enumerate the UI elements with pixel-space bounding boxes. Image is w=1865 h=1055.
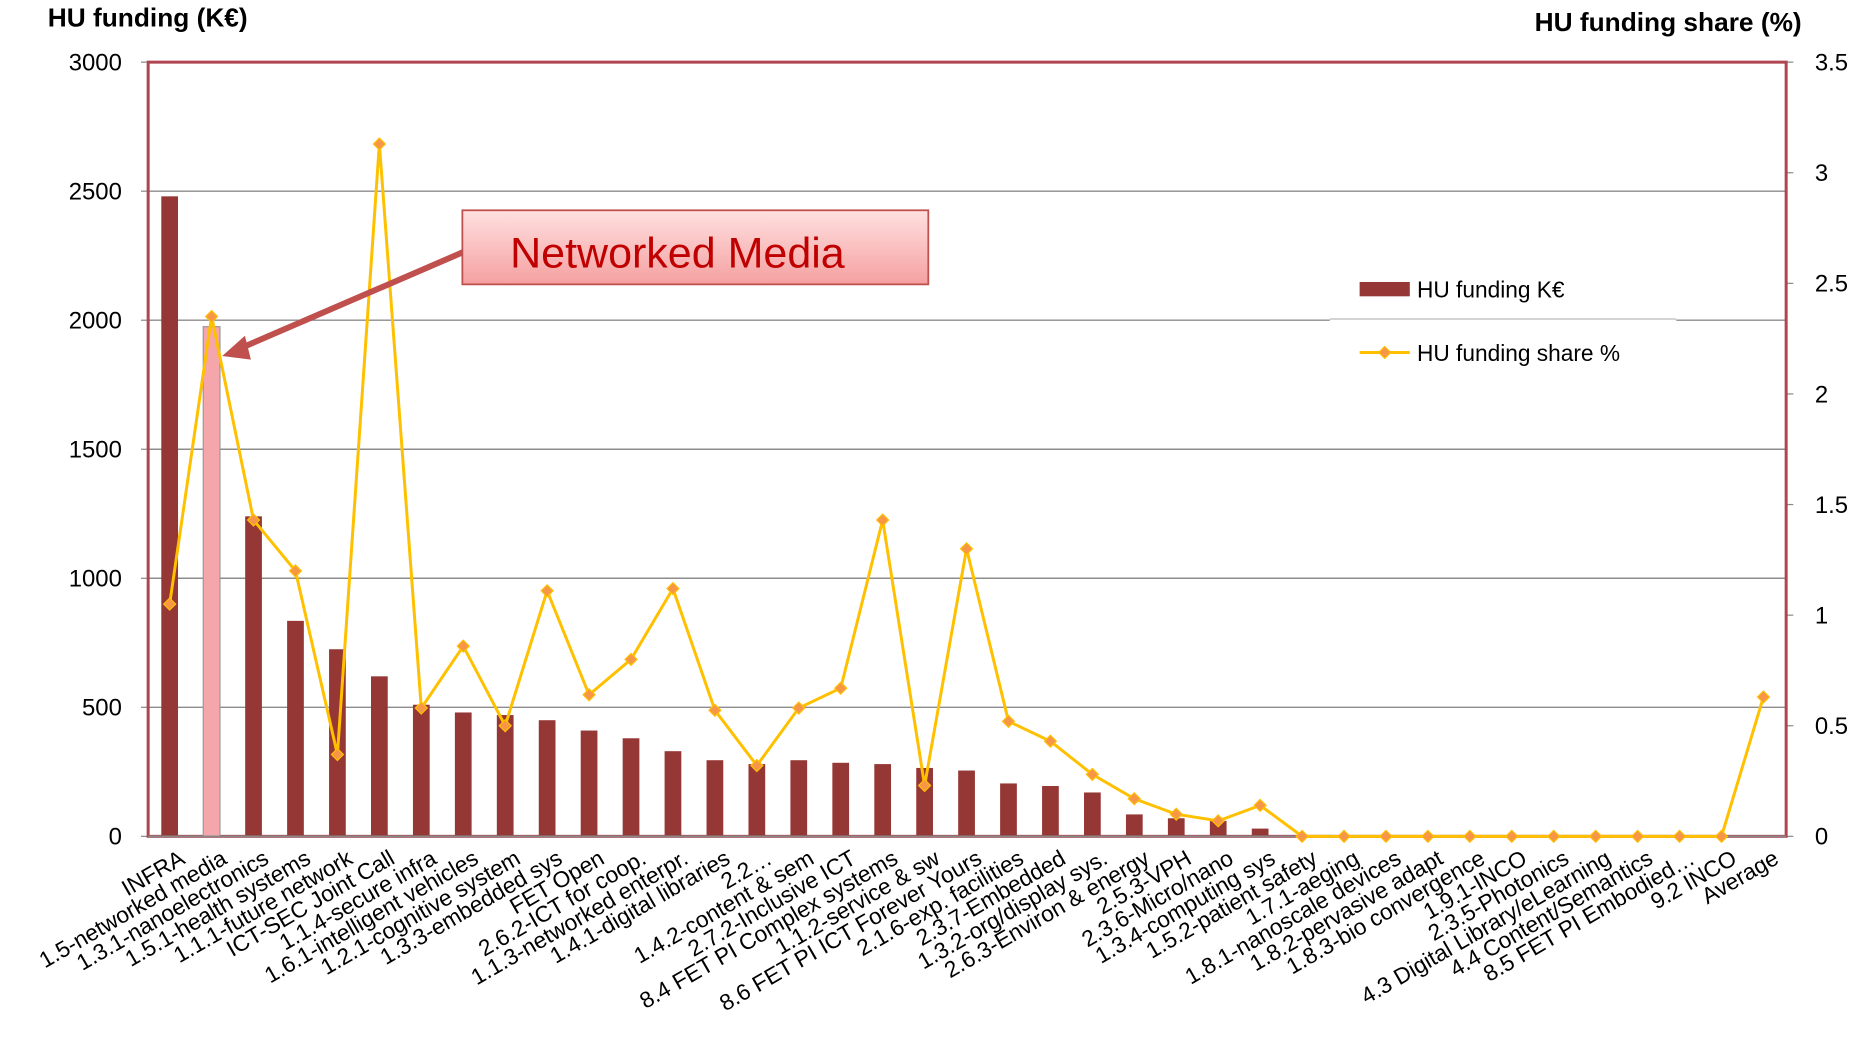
y2-tick-label: 1 [1815,603,1828,630]
y-axis-title: HU funding (K€) [48,2,248,32]
y2-tick-label: 0 [1815,824,1828,851]
legend-label: HU funding share % [1417,340,1620,366]
line-marker [1085,767,1100,782]
line-marker [372,137,387,151]
line-marker [833,681,848,695]
annotation-arrow [237,248,468,352]
line-marker [1672,829,1687,844]
y2-tick-label: 3.5 [1815,50,1848,77]
bar [245,516,262,837]
bar [832,762,850,837]
line-marker [582,687,596,702]
bar [874,764,892,837]
bar [580,730,598,837]
annotation-arrowhead [222,335,251,360]
line-marker [1546,829,1561,844]
y-tick-label: 3000 [69,50,122,77]
bar [748,764,766,837]
line-marker [1295,829,1309,844]
bar [1084,792,1101,837]
y2-tick-label: 2 [1815,381,1828,408]
line-marker [1169,807,1184,822]
line-marker [414,701,429,715]
bar [622,738,640,837]
line-marker [1630,829,1645,844]
bar [1209,820,1227,837]
bar [1167,818,1185,837]
y2-axis-title: HU funding share (%) [1535,7,1802,37]
bar [1125,814,1143,837]
line-marker [1588,829,1603,844]
line-marker [875,513,890,527]
y-tick-label: 2000 [69,308,122,335]
y-tick-label: 1500 [69,437,122,464]
bar [454,712,472,837]
line-marker [1253,798,1267,813]
bar [706,760,724,837]
y2-tick-label: 2.5 [1815,271,1848,298]
y2-tick-label: 3 [1815,160,1828,187]
y-tick-label: 1000 [69,566,122,593]
line-series [168,143,1765,838]
line-marker [1463,829,1477,844]
bar [538,720,556,837]
line-marker [791,701,806,715]
bar [287,620,304,837]
bar [790,760,808,837]
bar [958,770,975,837]
line-marker [1043,734,1058,749]
line-marker [1379,829,1393,844]
line-marker [1421,829,1435,844]
line-marker [624,652,638,667]
legend-label: HU funding K€ [1417,277,1565,303]
bar [202,326,221,837]
line-marker [1211,814,1226,828]
line-marker [540,583,554,598]
bar [1042,786,1059,837]
bar [496,715,514,837]
y-tick-label: 2500 [69,179,122,206]
line-marker [1714,829,1729,844]
line-marker [498,718,513,733]
legend-swatch-bar [1359,281,1410,297]
bar [371,676,388,837]
line-marker [1001,714,1016,729]
bar [161,196,179,837]
line-marker [708,703,722,718]
line-marker [1504,829,1519,844]
annotation-box [461,209,930,286]
bar [412,704,430,837]
line-marker [162,597,177,611]
bar [1251,828,1269,837]
y-tick-label: 0 [109,824,122,851]
line-marker [204,309,219,324]
annotation-text: Networked Media [510,230,845,278]
line-marker [917,778,932,793]
bar [1000,783,1017,837]
line-marker [456,639,471,653]
legend-swatch-marker [1377,345,1392,360]
line-marker [246,513,261,527]
line-marker [750,758,764,773]
bar [664,751,682,837]
line-marker [288,564,303,578]
line-marker [959,541,974,556]
line-marker [1756,690,1771,704]
line-marker [1337,829,1351,844]
y2-tick-label: 1.5 [1815,492,1848,519]
line-marker [666,581,680,596]
line-marker [330,747,345,762]
y2-tick-label: 0.5 [1815,713,1848,740]
y-tick-label: 500 [82,695,122,722]
line-marker [1127,791,1142,806]
